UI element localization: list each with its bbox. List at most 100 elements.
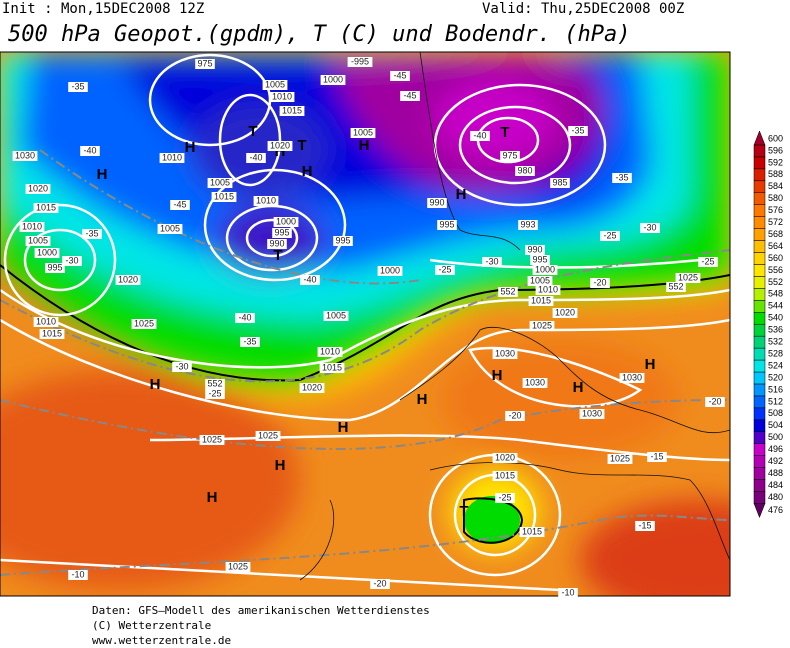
colorbar-swatch — [753, 323, 766, 337]
label-box — [33, 203, 59, 213]
colorbar-swatch — [753, 419, 766, 432]
pressure-center: H — [359, 137, 370, 154]
colorbar-label: 580 — [768, 193, 783, 203]
contour-label: 1015 — [522, 526, 542, 536]
pressure-center: H — [492, 367, 503, 384]
label-box — [492, 453, 518, 463]
contour-label: 1025 — [678, 272, 698, 282]
label-box — [300, 275, 320, 285]
contour-label: 995 — [335, 235, 350, 245]
label-box — [211, 192, 237, 202]
label-box — [518, 220, 538, 230]
contour-label: -25 — [438, 264, 451, 274]
contour-label: 1005 — [210, 177, 230, 187]
label-box — [437, 220, 457, 230]
label-box — [195, 59, 215, 69]
contour-label: 1005 — [353, 127, 373, 137]
pressure-center: T — [500, 124, 509, 141]
colorbar-swatch — [753, 276, 766, 289]
map-field — [0, 52, 730, 596]
label-box — [225, 562, 251, 572]
contour-label: -40 — [303, 274, 316, 284]
contour-label: 1005 — [265, 79, 285, 89]
valid-time: Valid: Thu,25DEC2008 00Z — [482, 1, 684, 17]
colorbar-label: 496 — [768, 444, 783, 454]
label-box — [320, 75, 346, 85]
colorbar-label: 520 — [768, 372, 783, 382]
colorbar-swatch — [753, 395, 766, 409]
footer-source: Daten: GFS–Modell des amerikanischen Wet… — [92, 604, 430, 617]
colorbar-label: 528 — [768, 348, 783, 358]
label-box — [350, 128, 376, 138]
contour-label: -30 — [175, 361, 188, 371]
contour-label: 552 — [668, 281, 683, 291]
pressure-center: H — [302, 163, 313, 180]
contour-label: 1010 — [36, 316, 56, 326]
colorbar: 476 480 484 488 492 496 500 504 508 512 516 520 524 5… — [753, 130, 783, 519]
contour-label: -35 — [615, 172, 628, 182]
label-box — [68, 82, 88, 92]
map-title: 500 hPa Geopot.(gpdm), T (C) und Bodendr… — [8, 22, 631, 47]
contour-label: 995 — [532, 254, 547, 264]
label-box — [115, 275, 141, 285]
colorbar-label: 536 — [768, 325, 783, 335]
label-box — [255, 431, 281, 441]
colorbar-swatch — [753, 467, 766, 480]
footer-url: www.wetterzentrale.de — [92, 634, 231, 647]
label-box — [552, 308, 578, 318]
contour-label: -25 — [603, 230, 616, 240]
contour-label: 993 — [520, 219, 535, 229]
colorbar-label: 500 — [768, 432, 783, 442]
colorbar-swatch — [753, 347, 766, 361]
colorbar-label: 592 — [768, 157, 783, 167]
label-box — [347, 57, 373, 67]
label-box — [612, 173, 632, 183]
contour-label: 1005 — [530, 275, 550, 285]
colorbar-label: 572 — [768, 217, 783, 227]
label-box — [159, 153, 185, 163]
colorbar-swatch — [753, 192, 766, 205]
contour-label: 980 — [517, 165, 532, 175]
contour-label: 990 — [527, 244, 542, 254]
label-box — [45, 263, 65, 273]
contour-label: 1025 — [532, 320, 552, 330]
label-box — [34, 248, 60, 258]
contour-label: 552 — [207, 378, 222, 388]
label-box — [323, 311, 349, 321]
contour-label: -40 — [238, 312, 251, 322]
contour-label: 975 — [502, 150, 517, 160]
label-box — [522, 378, 548, 388]
label-box — [427, 198, 447, 208]
label-box — [600, 231, 620, 241]
colorbar-swatch — [753, 312, 766, 325]
contour-label: 1015 — [36, 202, 56, 212]
colorbar-swatch — [753, 479, 766, 492]
label-box — [647, 452, 667, 462]
contour-label: 1015 — [495, 470, 515, 480]
colorbar-swatch — [753, 300, 766, 313]
contour-label: 1025 — [202, 434, 222, 444]
contour-label: -25 — [701, 256, 714, 266]
label-box — [279, 106, 305, 116]
label-box — [666, 282, 686, 292]
contour-label: -35 — [571, 125, 584, 135]
label-box — [68, 570, 88, 580]
colorbar-swatch — [753, 156, 766, 170]
contour-label: 1005 — [326, 310, 346, 320]
label-box — [267, 239, 287, 249]
pressure-center: H — [150, 376, 161, 393]
label-box — [170, 200, 190, 210]
contour-label: 1000 — [323, 74, 343, 84]
pressure-center: H — [573, 379, 584, 396]
colorbar-swatch — [753, 359, 766, 373]
colorbar-label: 484 — [768, 480, 783, 490]
contour-label: -25 — [208, 388, 221, 398]
label-box — [267, 141, 293, 151]
label-box — [635, 521, 655, 531]
label-box — [80, 146, 100, 156]
contour-label: -15 — [638, 520, 651, 530]
label-box — [39, 329, 65, 339]
colorbar-swatch — [753, 264, 766, 277]
label-box — [558, 588, 578, 598]
contour-label: 1000 — [380, 265, 400, 275]
